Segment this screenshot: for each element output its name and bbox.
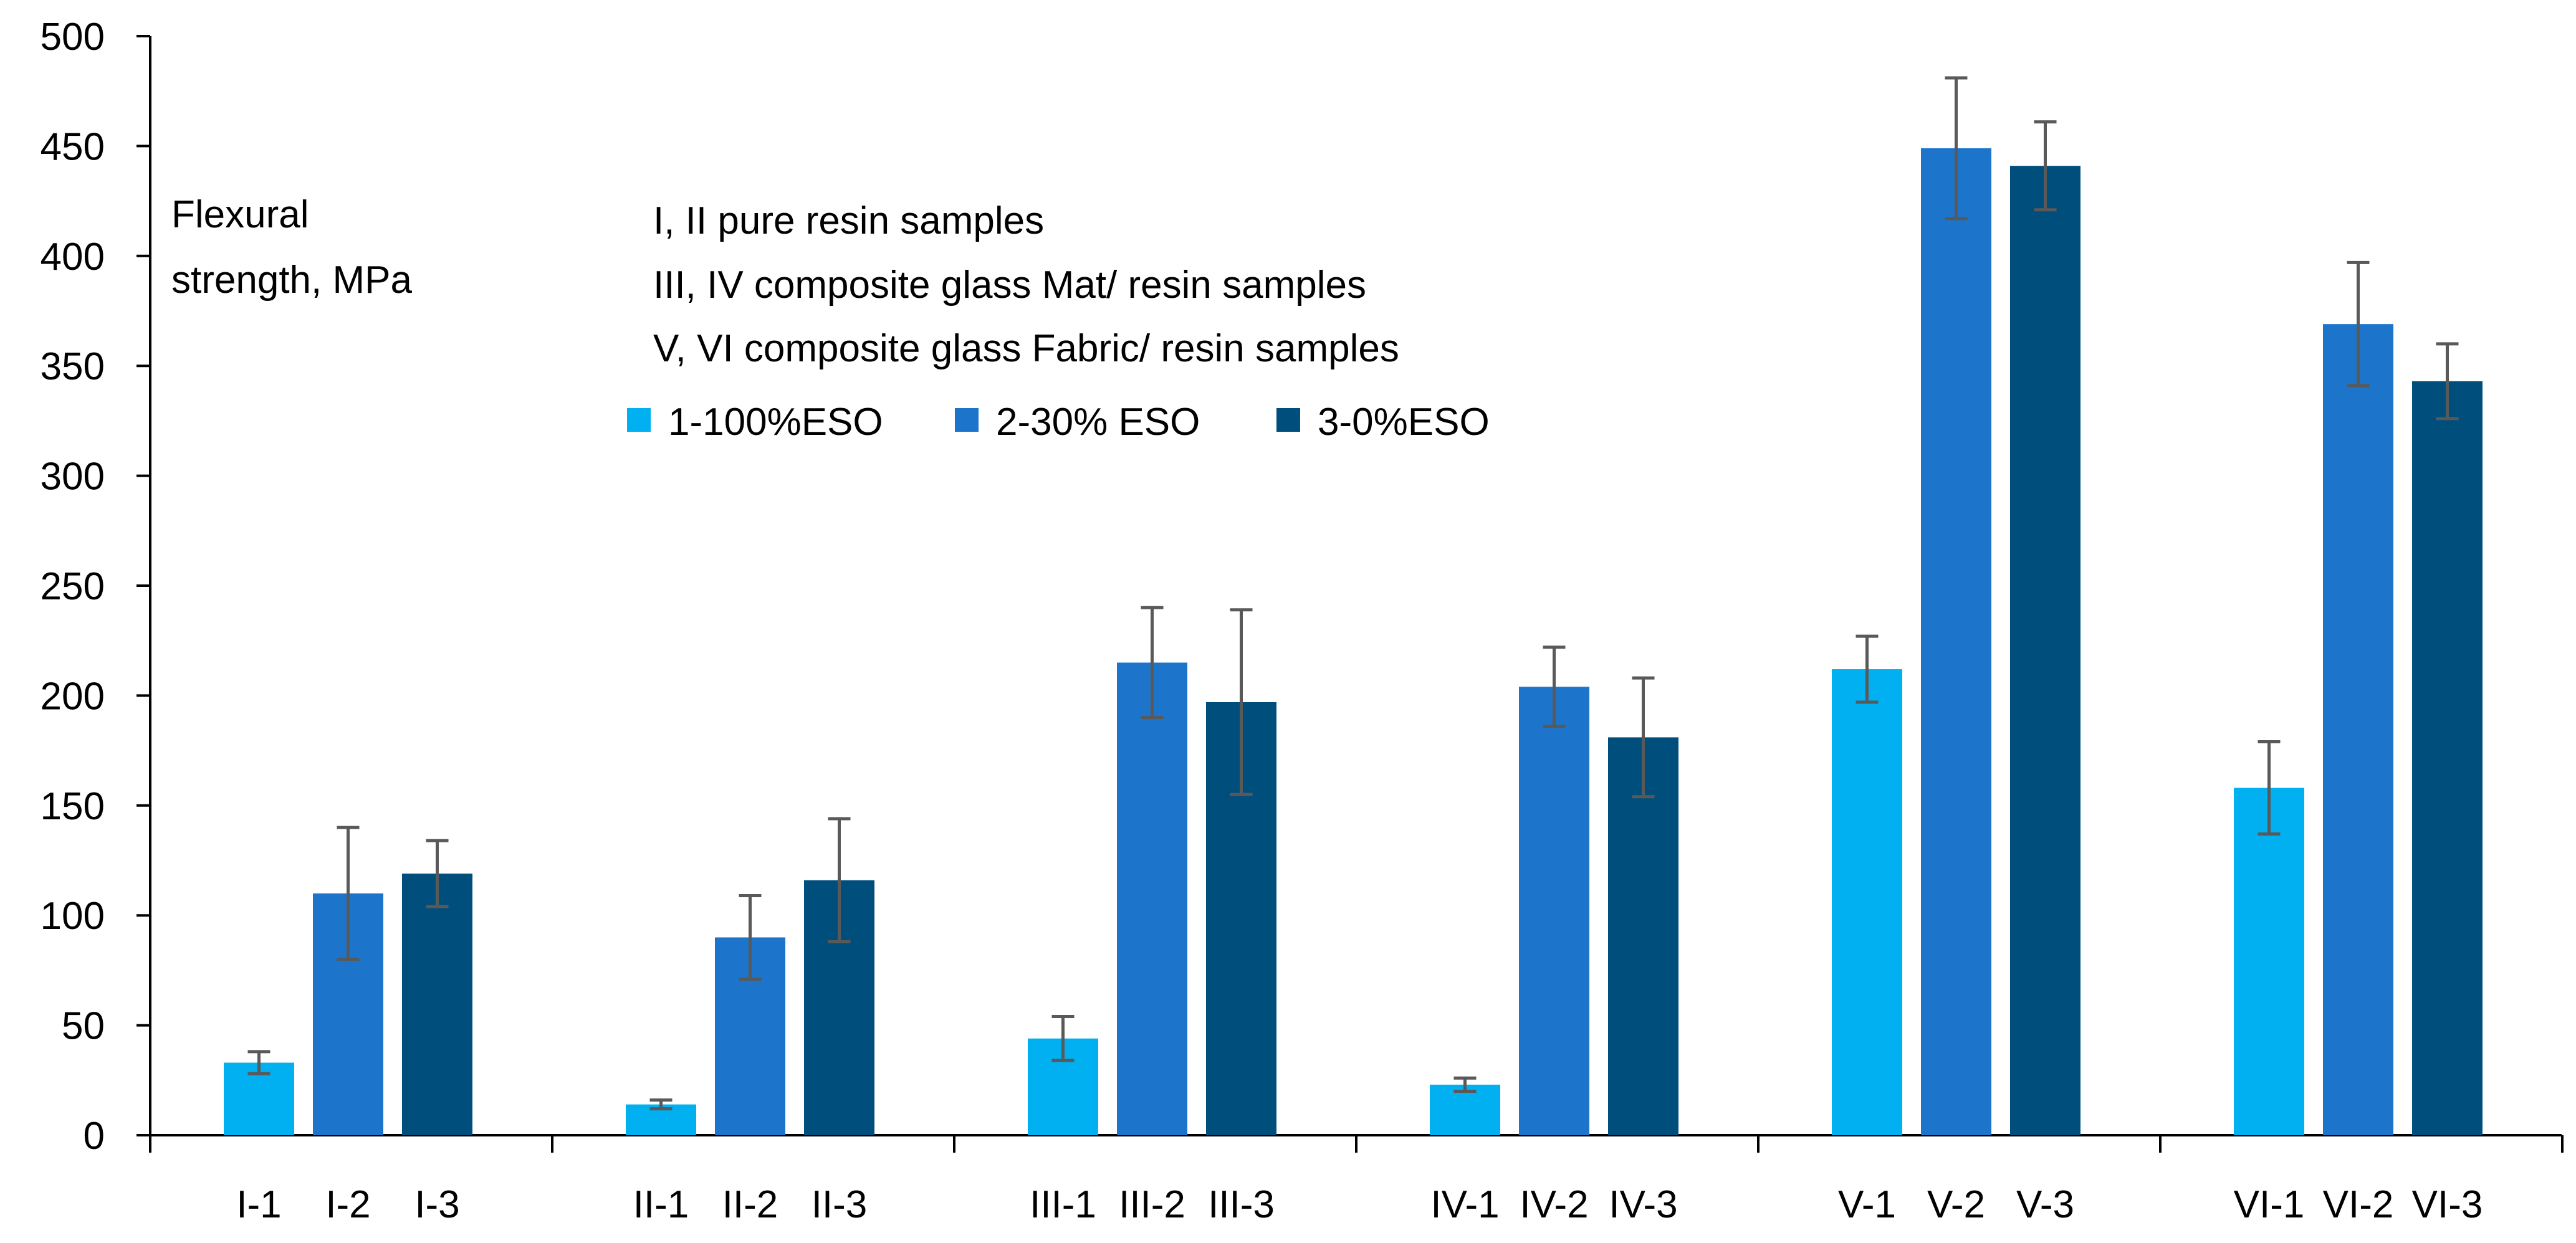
error-bars xyxy=(247,76,2459,1111)
bar-V-1 xyxy=(1832,669,1902,1135)
bar-III-2 xyxy=(1117,662,1187,1135)
bar-I-3 xyxy=(402,874,472,1135)
y-tick-label: 150 xyxy=(41,785,105,828)
bar-IV-1 xyxy=(1430,1084,1500,1135)
y-tick-label: 300 xyxy=(41,455,105,498)
y-tick-label: 250 xyxy=(41,565,105,608)
y-tick-label: 500 xyxy=(41,16,105,59)
x-tick-label: VI-2 xyxy=(2323,1183,2394,1226)
x-tick-labels: I-1 II-1 III-1 IV-1 V-1 VI-1 I-2 II-2 III-2 IV-2 V… xyxy=(236,1183,2483,1226)
bar-V-3 xyxy=(2010,166,2080,1136)
y-tick-label: 400 xyxy=(41,236,105,279)
y-tick-label: 200 xyxy=(41,675,105,718)
bar-VI-2 xyxy=(2323,324,2393,1136)
bar-VI-1 xyxy=(2234,788,2304,1135)
y-axis-label-line-1: Flexural xyxy=(171,193,309,236)
x-tick-label: VI-1 xyxy=(2234,1183,2305,1226)
x-tick-label: IV-3 xyxy=(1609,1183,1677,1226)
annotation-line-2: III, IV composite glass Mat/ resin sampl… xyxy=(653,264,1366,307)
x-tick-label: V-3 xyxy=(2016,1183,2074,1226)
legend-swatch-2 xyxy=(955,408,979,432)
x-tick-label: I-2 xyxy=(325,1183,370,1226)
bar-VI-3 xyxy=(2412,381,2483,1135)
legend-label-3: 3-0%ESO xyxy=(1318,401,1490,444)
x-tick-label: II-3 xyxy=(812,1183,868,1226)
x-tick-label: III-3 xyxy=(1208,1183,1275,1226)
x-axis xyxy=(149,1134,2564,1153)
x-tick-label: IV-2 xyxy=(1520,1183,1588,1226)
x-tick-label: III-1 xyxy=(1030,1183,1096,1226)
y-tick-label: 450 xyxy=(41,125,105,168)
bar-IV-3 xyxy=(1608,737,1678,1135)
y-tick-label: 50 xyxy=(62,1005,105,1048)
legend-label-2: 2-30% ESO xyxy=(996,401,1200,444)
x-tick-label: I-3 xyxy=(414,1183,459,1226)
x-tick-label: I-1 xyxy=(236,1183,281,1226)
y-tick-label: 0 xyxy=(84,1115,105,1158)
x-tick-label: III-2 xyxy=(1119,1183,1185,1226)
y-axis-label-line-2: strength, MPa xyxy=(171,259,412,302)
x-tick-label: II-2 xyxy=(722,1183,778,1226)
x-tick-label: II-1 xyxy=(633,1183,689,1226)
x-tick-label: VI-3 xyxy=(2412,1183,2483,1226)
x-tick-label: IV-1 xyxy=(1430,1183,1499,1226)
y-axis: 0 50 100 150 200 250 300 350 400 450 500 xyxy=(41,16,151,1158)
y-tick-label: 350 xyxy=(41,345,105,388)
annotation-line-3: V, VI composite glass Fabric/ resin samp… xyxy=(653,327,1399,370)
legend: 1-100%ESO 2-30% ESO 3-0%ESO xyxy=(627,401,1490,444)
legend-label-1: 1-100%ESO xyxy=(668,401,883,444)
bar-V-2 xyxy=(1921,148,1991,1136)
x-tick-label: V-2 xyxy=(1927,1183,1985,1226)
x-tick-label: V-1 xyxy=(1838,1183,1896,1226)
legend-swatch-3 xyxy=(1276,408,1300,432)
annotation-line-1: I, II pure resin samples xyxy=(653,199,1044,242)
bar-IV-2 xyxy=(1519,687,1589,1135)
y-tick-label: 100 xyxy=(41,895,105,938)
legend-swatch-1 xyxy=(627,408,651,432)
